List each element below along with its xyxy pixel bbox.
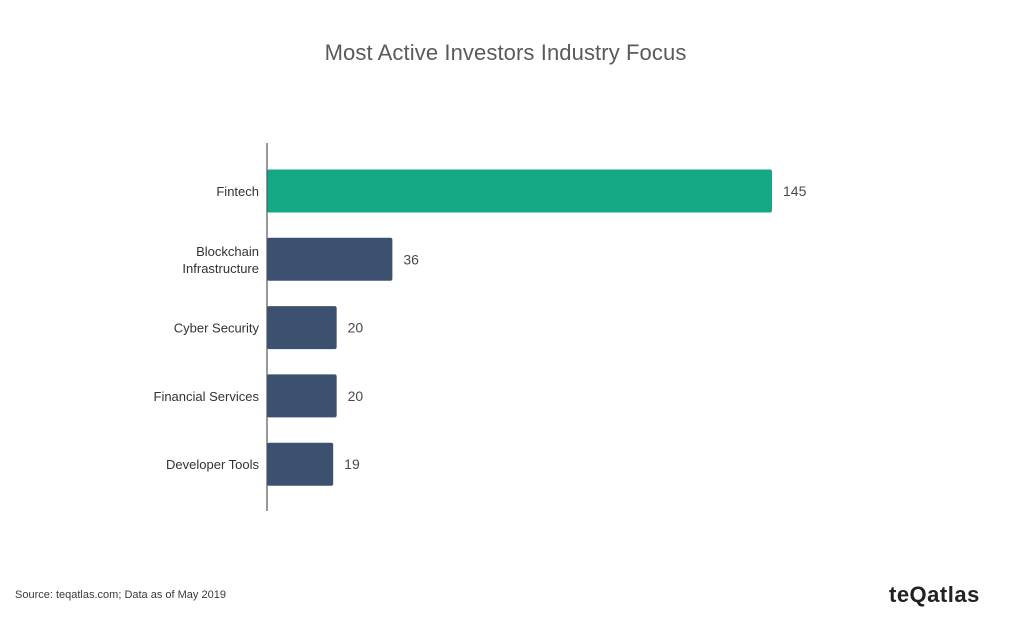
- category-label-line: Blockchain: [196, 244, 259, 259]
- bar-3: [267, 374, 337, 418]
- category-label-0: Fintech: [216, 184, 259, 199]
- data-label-1: 36: [403, 251, 419, 267]
- category-label-line: Fintech: [216, 184, 259, 199]
- category-label-1: Blockchain Infrastructure: [182, 244, 259, 276]
- category-label-line: Developer Tools: [166, 457, 259, 472]
- bar-2: [267, 306, 337, 350]
- category-label-line: Cyber Security: [174, 321, 260, 336]
- chart-title: Most Active Investors Industry Focus: [324, 40, 687, 65]
- brand-logo: teQatlas: [889, 582, 980, 607]
- category-label-line: Infrastructure: [182, 261, 259, 276]
- category-label-3: Financial Services: [154, 389, 260, 404]
- source-note: Source: teqatlas.com; Data as of May 201…: [15, 589, 226, 601]
- category-label-2: Cyber Security: [174, 321, 260, 336]
- data-label-4: 19: [344, 456, 360, 472]
- data-label-2: 20: [348, 320, 364, 336]
- bar-4: [267, 442, 334, 486]
- bar-1: [267, 237, 393, 281]
- data-label-0: 145: [783, 183, 807, 199]
- category-label-4: Developer Tools: [166, 457, 259, 472]
- data-label-3: 20: [348, 388, 364, 404]
- category-label-line: Financial Services: [154, 389, 260, 404]
- bar-0: [267, 169, 772, 213]
